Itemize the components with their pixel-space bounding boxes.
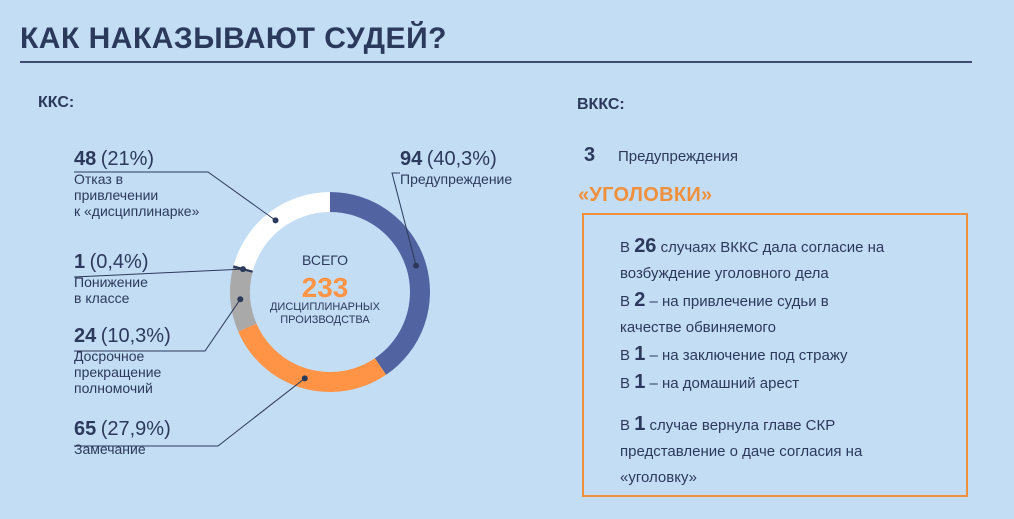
criminal-list: В 26 случаях ВККС дала согласие на возбуж… <box>620 233 960 491</box>
slice-name: Замечание <box>74 441 146 458</box>
criminal-line-text: – на заключение под стражу <box>645 347 848 364</box>
title-divider <box>20 61 972 63</box>
leader-refusal <box>74 171 276 221</box>
slice-label-warning: 94 (40,3%) Предупреждение <box>400 148 512 188</box>
criminal-line: В 26 случаях ВККС дала согласие на <box>620 233 960 261</box>
criminal-heading: «УГОЛОВКИ» <box>578 184 713 206</box>
slice-name: Отказ в привлечении к «дисциплинарке» <box>74 171 200 219</box>
criminal-line-prefix: В <box>620 417 635 434</box>
slice-percent: (21%) <box>100 148 155 170</box>
slice-warning <box>330 192 430 375</box>
slice-value: 24 <box>74 325 97 347</box>
criminal-line-text: возбуждение уголовного дела <box>620 265 829 282</box>
slice-value: 94 <box>400 148 423 170</box>
criminal-line-text: случаях ВККС дала согласие на <box>656 239 885 256</box>
slice-name: Предупреждение <box>400 171 513 188</box>
criminal-line-text: представление о даче согласия на <box>620 443 863 460</box>
leader-warning-dot <box>413 262 420 269</box>
criminal-line: В 1 – на заключение под стражу <box>620 341 960 369</box>
donut-center-top: ВСЕГО <box>301 252 348 268</box>
page-title: КАК НАКАЗЫВАЮТ СУДЕЙ? <box>20 22 447 55</box>
slice-percent: (27,9%) <box>100 418 171 440</box>
slice-label-refusal: 48 (21%) Отказ в привлечении к «дисципли… <box>74 148 199 219</box>
slice-label-demotion: 1 (0,4%) Понижение в классе <box>74 251 148 307</box>
leader-demotion-dot <box>239 266 246 273</box>
leader-warning <box>391 172 417 266</box>
slice-percent: (0,4%) <box>89 251 149 273</box>
slice-name: Досрочное прекращение полномочий <box>74 348 162 396</box>
donut-center-total: 233 <box>301 272 349 303</box>
slice-refusal <box>233 192 330 271</box>
leader-termination-dot <box>237 296 244 303</box>
criminal-gap <box>620 397 960 411</box>
slice-value: 1 <box>74 251 86 273</box>
criminal-line-prefix: В <box>620 293 635 310</box>
criminal-line: возбуждение уголовного дела <box>620 261 960 287</box>
slice-label-remark: 65 (27,9%) Замечание <box>74 418 171 458</box>
vkks-warnings: 3 Предупреждения <box>584 144 738 167</box>
leader-termination <box>74 299 241 352</box>
leader-demotion <box>73 268 243 278</box>
criminal-line-text: – на привлечение судьи в <box>645 293 829 310</box>
slice-percent: (10,3%) <box>100 325 171 347</box>
criminal-line-text: – на домашний арест <box>645 375 800 392</box>
vkks-warnings-count: 3 <box>584 144 596 166</box>
slice-value: 48 <box>74 148 97 170</box>
criminal-line: В 1 – на домашний арест <box>620 369 960 397</box>
leader-remark <box>74 377 306 447</box>
slice-label-termination: 24 (10,3%) Досрочное прекращение полномо… <box>74 325 171 396</box>
slice-remark <box>238 323 387 392</box>
criminal-line-number: 1 <box>634 413 646 435</box>
slice-value: 65 <box>74 418 97 440</box>
criminal-line-prefix: В <box>620 375 635 392</box>
kks-label: ККС: <box>38 94 75 111</box>
vkks-warnings-text: Предупреждения <box>618 148 738 165</box>
criminal-box: В 26 случаях ВККС дала согласие на возбуж… <box>582 213 968 497</box>
criminal-line-text: «уголовку» <box>620 469 697 486</box>
criminal-line: «уголовку» <box>620 465 960 491</box>
criminal-line: качестве обвиняемого <box>620 315 960 341</box>
criminal-line-number: 2 <box>634 289 646 311</box>
donut-center-bottom: ДИСЦИПЛИНАРНЫХ ПРОИЗВОДСТВА <box>269 301 380 327</box>
criminal-line-prefix: В <box>620 239 635 256</box>
criminal-line-prefix: В <box>620 347 635 364</box>
slice-name: Понижение в классе <box>74 274 148 307</box>
criminal-line: представление о даче согласия на <box>620 439 960 465</box>
criminal-line: В 2 – на привлечение судьи в <box>620 287 960 315</box>
leader-remark-dot <box>301 375 308 382</box>
vkks-label: ВККС: <box>577 96 625 113</box>
criminal-line-number: 1 <box>634 371 646 393</box>
criminal-line-text: случае вернула главе СКР <box>645 417 836 434</box>
criminal-line: В 1 случае вернула главе СКР <box>620 411 960 439</box>
criminal-line-number: 1 <box>634 343 646 365</box>
criminal-line-text: качестве обвиняемого <box>620 319 776 336</box>
leader-refusal-dot <box>272 217 279 224</box>
slice-percent: (40,3%) <box>426 148 497 170</box>
criminal-line-number: 26 <box>634 235 657 257</box>
